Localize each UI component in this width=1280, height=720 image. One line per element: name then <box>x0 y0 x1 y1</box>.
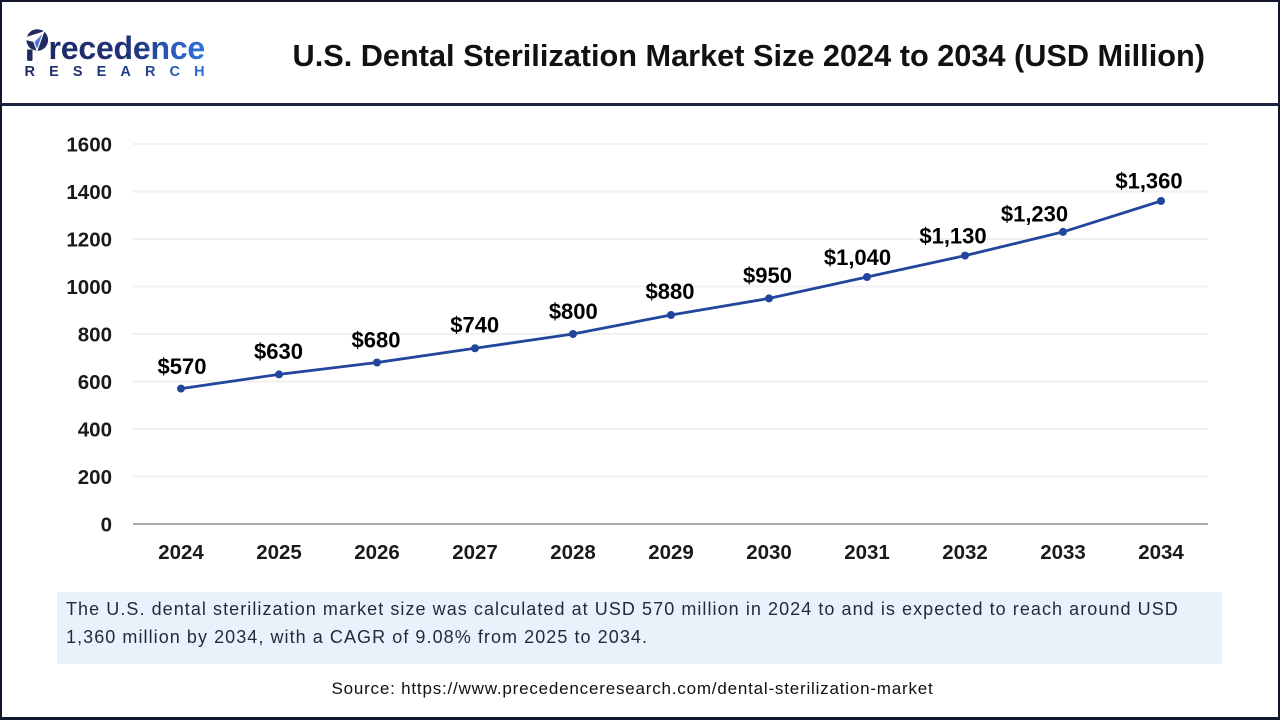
svg-text:recedence: recedence <box>49 30 206 66</box>
svg-text:$680: $680 <box>352 328 401 353</box>
svg-text:2032: 2032 <box>942 541 988 564</box>
svg-text:$1,360: $1,360 <box>1115 169 1182 194</box>
svg-text:$1,230: $1,230 <box>1001 201 1068 226</box>
svg-text:$880: $880 <box>646 279 695 304</box>
svg-text:$800: $800 <box>549 299 598 324</box>
svg-text:1200: 1200 <box>66 229 112 252</box>
svg-text:2031: 2031 <box>844 541 890 564</box>
svg-text:2025: 2025 <box>256 541 302 564</box>
svg-text:2033: 2033 <box>1040 541 1086 564</box>
svg-text:2030: 2030 <box>746 541 792 564</box>
svg-text:$570: $570 <box>158 354 207 379</box>
svg-text:0: 0 <box>101 514 112 537</box>
svg-text:2026: 2026 <box>354 541 400 564</box>
svg-text:2028: 2028 <box>550 541 596 564</box>
svg-text:200: 200 <box>78 466 112 489</box>
svg-text:1400: 1400 <box>66 181 112 204</box>
svg-text:1600: 1600 <box>66 134 112 157</box>
svg-text:800: 800 <box>78 324 112 347</box>
svg-text:2034: 2034 <box>1138 541 1184 564</box>
svg-text:1000: 1000 <box>66 276 112 299</box>
svg-text:2024: 2024 <box>158 541 204 564</box>
svg-text:$630: $630 <box>254 339 303 364</box>
svg-text:2027: 2027 <box>452 541 498 564</box>
svg-text:600: 600 <box>78 371 112 394</box>
svg-text:$950: $950 <box>743 263 792 288</box>
svg-text:$1,130: $1,130 <box>919 223 986 248</box>
svg-text:RESEARCH: RESEARCH <box>25 64 219 80</box>
svg-text:2029: 2029 <box>648 541 694 564</box>
svg-text:$740: $740 <box>450 312 499 337</box>
svg-text:400: 400 <box>78 419 112 442</box>
svg-text:$1,040: $1,040 <box>824 245 891 270</box>
